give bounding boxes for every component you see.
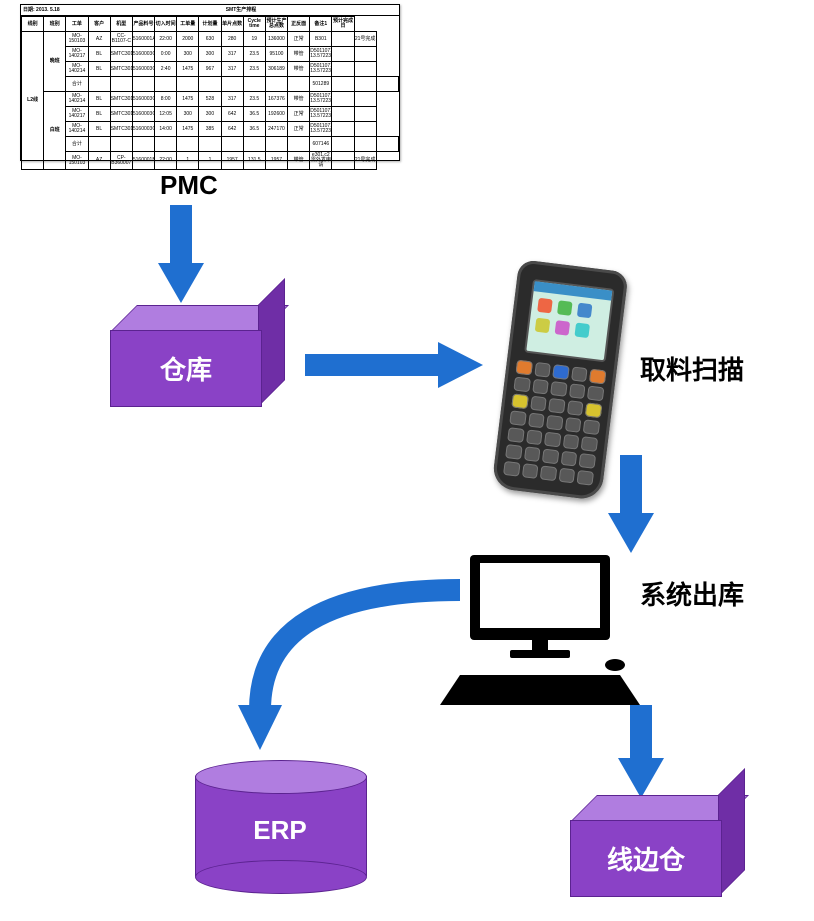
arrow-warehouse-to-scanner — [305, 336, 485, 396]
table-row: 白班MO-140214BLSMTC301A1AB5160003CN8:00147… — [22, 92, 399, 107]
warehouse-box: 仓库 — [110, 305, 260, 405]
table-header-cell: 预计生产总点数 — [265, 17, 287, 32]
arrow-pmc-to-warehouse — [150, 205, 210, 305]
table-header-cell: 线别 — [22, 17, 44, 32]
scan-label: 取料扫描 — [640, 350, 744, 387]
erp-database: ERP — [195, 760, 365, 890]
lineside-label: 线边仓 — [570, 820, 722, 897]
table-header-cell: 产品料号 — [132, 17, 154, 32]
scanner-keypad — [503, 360, 607, 490]
table-header-cell: 备注1 — [310, 17, 332, 32]
scanner-screen — [524, 279, 614, 362]
arrow-system-to-erp — [200, 560, 480, 780]
table-header-cell: 正反面 — [288, 17, 310, 32]
table-row: MO-140214BLSMTC301A1AB5160003CN14:001475… — [22, 122, 399, 137]
table-row: 合计607146 — [22, 137, 399, 152]
production-schedule-table: 日期: 2013. 5.18 SMT生产排程 线别班别工单客户机型产品料号切入时… — [20, 4, 400, 161]
table-header-cell: 客户 — [88, 17, 110, 32]
pmc-label: PMC — [160, 170, 218, 201]
warehouse-label: 仓库 — [110, 330, 262, 407]
erp-label: ERP — [195, 815, 365, 846]
table-header-cell: 单片点数 — [221, 17, 243, 32]
table-header-cell: Cycle time — [243, 17, 265, 32]
table-header-cell: 计划量 — [199, 17, 221, 32]
table-header-cell: 工单量 — [177, 17, 199, 32]
arrow-scanner-to-system — [600, 455, 660, 555]
arrow-system-to-lineside — [610, 705, 670, 805]
table-title: SMT生产排程 — [83, 8, 399, 13]
table-date: 日期: 2013. 5.18 — [21, 8, 83, 13]
table-header-cell: 切入时间 — [155, 17, 177, 32]
table-header-cell: 班别 — [44, 17, 66, 32]
table-header-cell: 预计完成日 — [332, 17, 354, 32]
lineside-warehouse-box: 线边仓 — [570, 795, 720, 895]
table-row: L2线晚班MO-150103AZCC-B1107-C5160001AI22:00… — [22, 32, 399, 47]
smt-data-table: 线别班别工单客户机型产品料号切入时间工单量计划量单片点数Cycle time预计… — [21, 16, 399, 170]
table-row: MO-140217BLSMTC301A1AB5160003CN12:053003… — [22, 107, 399, 122]
table-header-cell: 机型 — [110, 17, 132, 32]
table-row: MO-150103AZCP-B3600075160001BI22:0011195… — [22, 152, 399, 170]
table-row: MO-140214BLSMTC301A1AB5160003CN2:4014759… — [22, 62, 399, 77]
table-row: MO-140217BLSMTC301A1AB5160003CN0:0030030… — [22, 47, 399, 62]
table-row: 合计501289 — [22, 77, 399, 92]
sysout-label: 系统出库 — [640, 575, 744, 612]
table-header-cell: 工单 — [66, 17, 88, 32]
